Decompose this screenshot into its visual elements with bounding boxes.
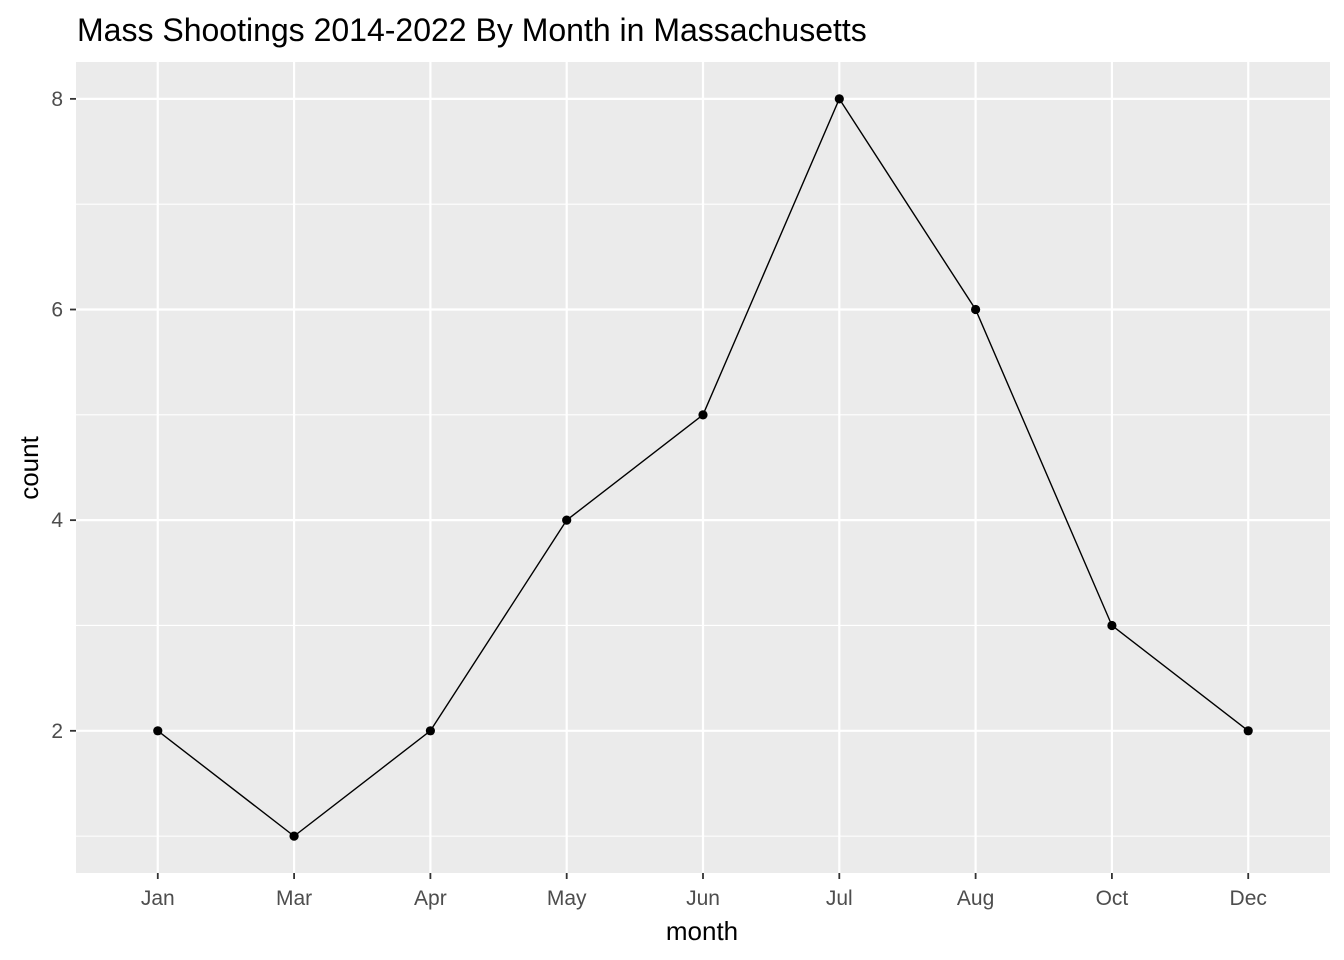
y-tick-label: 4	[51, 509, 63, 532]
x-tick-label: May	[547, 887, 587, 910]
x-tick-label: Jan	[141, 887, 175, 910]
data-point-dec	[1243, 726, 1253, 736]
data-point-apr	[425, 726, 435, 736]
chart-title: Mass Shootings 2014-2022 By Month in Mas…	[77, 12, 867, 48]
data-point-mar	[289, 831, 299, 841]
data-point-jan	[153, 726, 163, 736]
y-tick-label: 2	[51, 720, 63, 743]
data-points	[153, 94, 1253, 841]
x-tick-label: Jul	[826, 887, 853, 910]
data-point-jun	[698, 410, 708, 420]
y-tick-label: 8	[51, 88, 63, 111]
x-axis: Jan Mar Apr May Jun Jul Aug Oct Dec	[141, 873, 1267, 910]
data-point-oct	[1107, 620, 1117, 631]
x-tick-label: Apr	[414, 887, 447, 910]
y-tick-label: 6	[51, 299, 63, 322]
x-axis-title: month	[666, 916, 738, 946]
x-tick-label: Oct	[1096, 887, 1129, 910]
x-tick-label: Dec	[1230, 887, 1267, 910]
data-point-may	[562, 515, 572, 525]
x-tick-label: Aug	[957, 887, 994, 910]
y-axis-title: count	[14, 435, 44, 499]
major-gridlines	[76, 62, 1330, 873]
data-point-jul	[834, 94, 844, 104]
x-tick-label: Jun	[686, 887, 720, 910]
y-axis: 2 4 6 8	[51, 88, 76, 743]
x-tick-label: Mar	[276, 887, 312, 910]
data-point-aug	[971, 304, 981, 315]
